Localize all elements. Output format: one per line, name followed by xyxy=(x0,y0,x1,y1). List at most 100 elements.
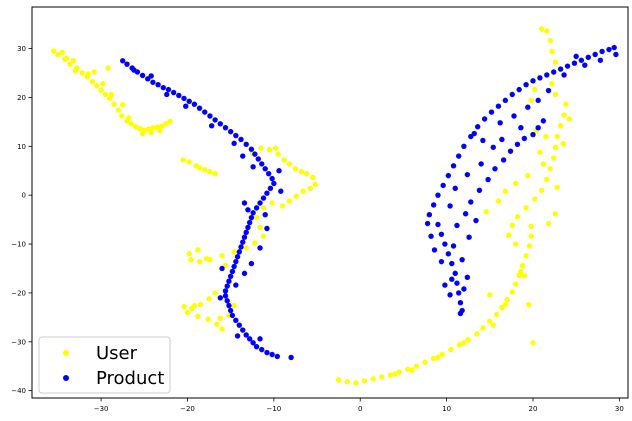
data-point-product xyxy=(236,249,243,255)
data-point-user xyxy=(549,81,555,87)
data-point-product xyxy=(245,224,251,231)
data-point-product xyxy=(222,293,229,299)
data-points xyxy=(50,26,619,386)
data-point-product xyxy=(238,244,244,250)
data-point-user xyxy=(494,311,500,318)
data-point-product xyxy=(288,354,294,361)
data-point-user xyxy=(528,233,534,239)
data-point-product xyxy=(243,141,249,148)
data-point-product xyxy=(449,276,455,282)
data-point-product xyxy=(124,61,130,67)
data-point-user xyxy=(219,326,225,332)
y-tick-label: 10 xyxy=(17,143,26,151)
data-point-product xyxy=(219,265,225,272)
data-point-product xyxy=(516,86,522,93)
data-point-product xyxy=(535,97,541,104)
data-point-product xyxy=(243,332,249,338)
data-point-product xyxy=(499,136,505,143)
series-product xyxy=(119,44,619,361)
data-point-user xyxy=(344,379,350,385)
data-point-user xyxy=(519,262,526,269)
data-point-product xyxy=(476,187,483,193)
data-point-user xyxy=(243,245,249,251)
data-point-product xyxy=(473,217,479,224)
data-point-product xyxy=(480,137,486,144)
data-point-user xyxy=(552,144,559,150)
data-point-product xyxy=(217,121,224,127)
data-point-user xyxy=(483,209,490,215)
data-point-user xyxy=(286,198,293,204)
data-point-user xyxy=(448,346,454,353)
data-point-product xyxy=(229,268,236,275)
data-point-product xyxy=(459,256,465,263)
data-point-user xyxy=(532,196,538,202)
data-point-product xyxy=(457,310,464,317)
data-point-product xyxy=(435,192,441,198)
data-point-product xyxy=(564,63,571,69)
data-point-user xyxy=(405,366,411,372)
data-point-user xyxy=(549,48,555,55)
data-point-product xyxy=(231,140,237,147)
data-point-product xyxy=(471,130,477,137)
data-point-user xyxy=(85,71,91,77)
data-point-product xyxy=(250,210,256,216)
data-point-user xyxy=(70,58,77,64)
data-point-user xyxy=(461,340,467,346)
data-point-product xyxy=(464,171,471,178)
y-tick-label: −20 xyxy=(11,289,26,297)
data-point-user xyxy=(157,127,163,134)
data-point-user xyxy=(552,211,559,217)
data-point-user xyxy=(379,374,385,380)
data-point-product xyxy=(191,101,198,107)
data-point-user xyxy=(552,59,559,65)
data-point-product xyxy=(226,302,232,309)
data-point-product xyxy=(241,200,248,206)
data-point-product xyxy=(262,212,268,218)
data-point-product xyxy=(233,132,239,139)
data-point-product xyxy=(490,144,496,150)
data-point-product xyxy=(523,82,529,88)
data-point-product xyxy=(561,72,567,78)
data-point-product xyxy=(500,157,507,163)
data-point-user xyxy=(202,167,208,173)
data-point-user xyxy=(502,188,509,194)
data-point-product xyxy=(264,190,270,196)
data-point-user xyxy=(191,302,198,309)
data-point-user xyxy=(495,198,502,204)
data-point-product xyxy=(488,109,495,115)
data-point-user xyxy=(554,184,560,191)
x-tick-label: 20 xyxy=(529,405,538,413)
data-point-product xyxy=(246,219,253,226)
data-point-product xyxy=(160,84,166,91)
data-point-user xyxy=(409,367,415,373)
data-point-product xyxy=(234,333,241,339)
data-point-user xyxy=(139,130,146,137)
data-point-user xyxy=(506,232,512,238)
data-point-user xyxy=(128,121,135,127)
data-point-product xyxy=(226,278,232,284)
data-point-user xyxy=(430,355,437,362)
data-point-user xyxy=(513,180,519,187)
data-point-user xyxy=(272,145,279,151)
data-point-product xyxy=(440,182,446,189)
data-point-product xyxy=(530,78,536,84)
data-point-product xyxy=(452,185,458,192)
data-point-user xyxy=(563,101,569,107)
x-tick-label: 0 xyxy=(358,405,362,413)
data-point-product xyxy=(264,349,270,356)
legend: User Product xyxy=(38,336,171,394)
data-point-product xyxy=(438,258,445,265)
data-point-product xyxy=(544,72,550,78)
data-point-user xyxy=(544,176,550,183)
data-point-product xyxy=(276,168,282,174)
data-point-user xyxy=(196,165,203,171)
data-point-user xyxy=(50,48,57,54)
data-point-user xyxy=(79,70,85,76)
data-point-product xyxy=(592,51,598,58)
data-point-user xyxy=(98,87,104,93)
data-point-product xyxy=(253,205,260,211)
data-point-user xyxy=(72,67,78,74)
data-point-user xyxy=(119,113,125,119)
data-point-product xyxy=(259,346,265,353)
